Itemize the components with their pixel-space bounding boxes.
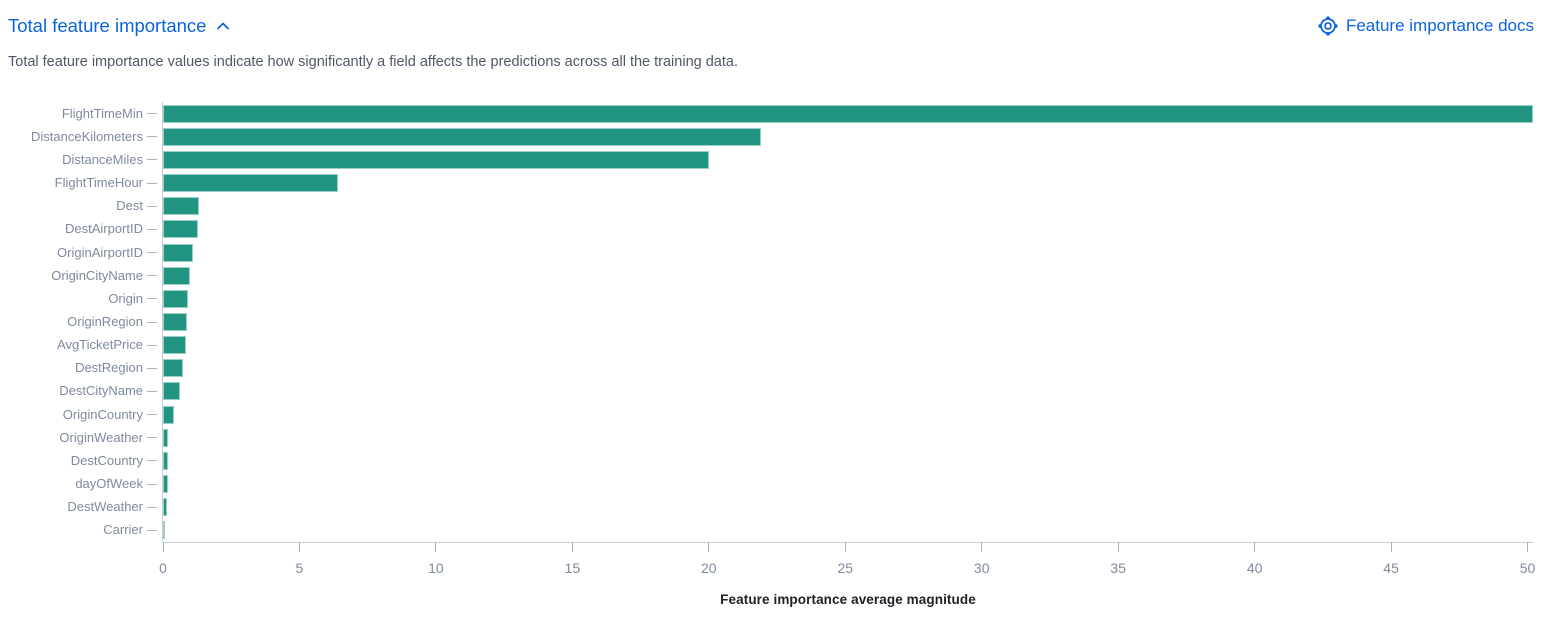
y-axis-tick (147, 529, 157, 531)
y-axis-label: dayOfWeek (75, 476, 143, 492)
x-axis-title: Feature importance average magnitude (720, 592, 976, 607)
bar[interactable] (163, 382, 180, 401)
y-axis-label: OriginAirportID (57, 244, 143, 260)
bar[interactable] (163, 266, 190, 285)
chevron-up-icon[interactable] (215, 18, 231, 34)
x-axis-line (162, 542, 1533, 543)
x-axis-tick-label: 0 (159, 560, 167, 576)
y-axis-tick (147, 252, 157, 254)
y-axis-label: DestAirportID (64, 221, 143, 237)
x-axis-tick-label: 40 (1246, 560, 1263, 576)
y-axis-tick (147, 321, 157, 323)
y-axis-tick (147, 205, 157, 207)
y-axis-label: FlightTimeHour (54, 175, 143, 191)
bar[interactable] (163, 174, 338, 193)
y-axis-label: Origin (108, 290, 143, 306)
x-axis-tick-label: 50 (1519, 560, 1536, 576)
section-description: Total feature importance values indicate… (8, 54, 738, 70)
bar[interactable] (163, 498, 168, 517)
y-axis-tick (147, 506, 157, 508)
y-axis-tick (147, 228, 157, 230)
x-axis-tick (571, 542, 573, 552)
bar[interactable] (163, 336, 186, 355)
bar[interactable] (163, 359, 183, 378)
x-axis-tick-label: 25 (837, 560, 854, 576)
y-axis-tick (147, 182, 157, 184)
x-axis-tick-label: 35 (1110, 560, 1126, 576)
y-axis-label: AvgTicketPrice (57, 337, 143, 353)
x-axis-tick (844, 542, 846, 552)
y-axis-label: OriginRegion (67, 314, 143, 329)
y-axis-label: DistanceMiles (62, 151, 143, 167)
y-axis-label: OriginCityName (51, 267, 143, 283)
bar[interactable] (163, 104, 1533, 123)
x-axis-tick-label: 45 (1383, 560, 1399, 576)
lifebuoy-help-icon (1318, 16, 1338, 36)
x-axis-tick-label: 5 (295, 560, 304, 576)
y-axis-tick (147, 460, 157, 462)
bar[interactable] (163, 220, 199, 239)
y-axis-tick (147, 344, 157, 346)
x-axis-tick (1117, 542, 1119, 552)
y-axis-tick (147, 136, 157, 138)
y-axis-tick (147, 298, 157, 300)
x-axis-tick-label: 15 (564, 560, 581, 576)
y-axis-label: DestCityName (59, 383, 143, 399)
x-axis-tick-label: 20 (701, 560, 717, 576)
feature-importance-docs-link[interactable]: Feature importance docs (1318, 14, 1534, 38)
y-axis-label: OriginWeather (59, 429, 143, 445)
x-axis-tick (1390, 542, 1392, 552)
y-axis-line (162, 102, 163, 542)
docs-link-label: Feature importance docs (1345, 16, 1534, 35)
bar[interactable] (163, 127, 761, 146)
y-axis-label: DestWeather (67, 499, 143, 515)
x-axis-tick (1254, 542, 1256, 552)
bar[interactable] (163, 243, 193, 262)
bar[interactable] (163, 451, 169, 470)
y-axis-tick (147, 483, 157, 485)
bar[interactable] (163, 289, 189, 308)
bar[interactable] (163, 475, 168, 494)
y-axis-tick (147, 414, 157, 416)
bar[interactable] (163, 521, 165, 540)
y-axis-label: OriginCountry (62, 406, 143, 422)
y-axis-label: Dest (116, 198, 143, 214)
x-axis-tick (162, 542, 164, 552)
x-axis-tick (708, 542, 710, 552)
section-toggle[interactable]: Total feature importance (8, 13, 231, 39)
y-axis-tick (147, 367, 157, 369)
x-axis-tick (1527, 542, 1529, 552)
x-axis-tick-label: 10 (428, 560, 444, 576)
bar[interactable] (163, 197, 200, 216)
bar[interactable] (163, 428, 169, 447)
bar[interactable] (163, 405, 174, 424)
x-axis-tick (298, 542, 300, 552)
x-axis-tick (435, 542, 437, 552)
section-title: Total feature importance (8, 15, 207, 36)
y-axis-tick (147, 437, 157, 439)
y-axis-label: DistanceKilometers (31, 128, 143, 144)
y-axis-label: DestRegion (75, 360, 143, 376)
bar[interactable] (163, 150, 709, 169)
y-axis-label: DestCountry (70, 452, 143, 468)
y-axis-tick (147, 390, 157, 392)
y-axis-label: FlightTimeMin (61, 105, 143, 121)
y-axis-label: Carrier (103, 522, 143, 538)
x-axis-tick-label: 30 (973, 560, 990, 576)
y-axis-tick (147, 113, 157, 115)
y-axis-tick (147, 275, 157, 277)
bar[interactable] (163, 313, 188, 331)
y-axis-tick (147, 159, 157, 161)
x-axis-tick (981, 542, 983, 552)
